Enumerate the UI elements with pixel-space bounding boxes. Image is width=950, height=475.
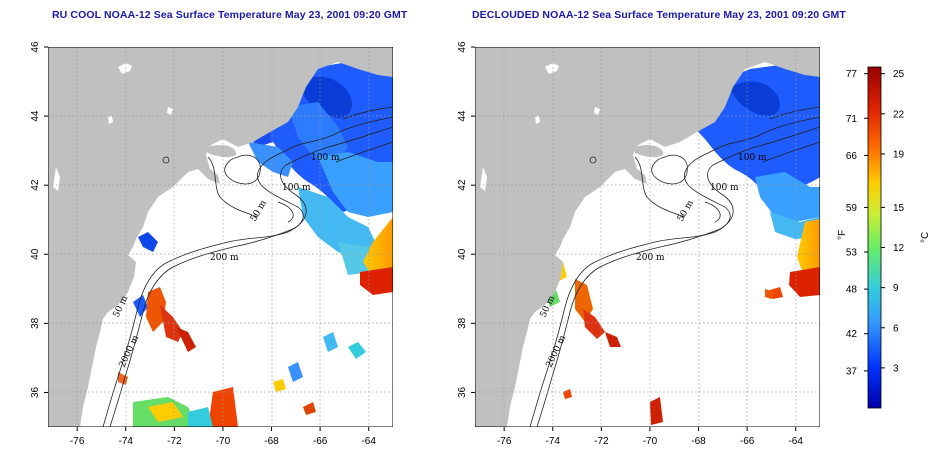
celsius-tick-label: 6 (893, 323, 899, 334)
left-ytick-label: 40 (30, 248, 41, 260)
fahrenheit-tick-label: 71 (846, 114, 858, 125)
left-ytick-label: 36 (30, 386, 41, 398)
celsius-tick-label: 12 (893, 243, 905, 254)
left-map-panel: 100 m 100 m 50 m 200 m 50 m 2000 m (48, 47, 393, 427)
temperature-colorbar: 25 22 19 15 12 9 6 3 77 71 66 59 53 48 42 37 °F °C (837, 66, 931, 409)
right-ytick-label: 36 (457, 386, 468, 398)
celsius-tick-label: 3 (893, 363, 899, 374)
celsius-tick-label: 15 (893, 203, 905, 214)
left-xtick-label: -66 (313, 436, 328, 447)
right-ytick-label: 46 (457, 41, 468, 53)
colorbar-gradient (867, 66, 882, 409)
right-ytick-label: 42 (457, 179, 468, 191)
right-xtick-label: -64 (788, 436, 803, 447)
right-map-panel: 100 m 100 m 50 m 200 m 50 m 2000 m (475, 47, 820, 427)
fahrenheit-tick-label: 42 (846, 329, 858, 340)
right-ytick-label: 44 (457, 110, 468, 122)
right-xtick-label: -70 (643, 436, 658, 447)
left-map-title: RU COOL NOAA-12 Sea Surface Temperature … (52, 9, 408, 21)
right-xtick-label: -66 (740, 436, 755, 447)
left-ytick-label: 44 (30, 110, 41, 122)
left-xtick-label: -68 (264, 436, 279, 447)
right-map-title: DECLOUDED NOAA-12 Sea Surface Temperatur… (472, 9, 846, 21)
left-label-100m: 100 m (282, 183, 311, 193)
celsius-tick-label: 22 (893, 109, 905, 120)
left-xtick-label: -76 (70, 436, 85, 447)
celsius-tick-label: 9 (893, 283, 899, 294)
right-ytick-label: 40 (457, 248, 468, 260)
celsius-label: °C (920, 232, 931, 243)
right-label-100m: 100 m (710, 183, 739, 193)
fahrenheit-tick-label: 37 (846, 366, 858, 377)
left-xtick-label: -64 (361, 436, 376, 447)
fahrenheit-tick-label: 48 (846, 285, 858, 296)
left-ytick-label: 42 (30, 179, 41, 191)
left-ytick-label: 46 (30, 41, 41, 53)
fahrenheit-tick-label: 66 (846, 151, 858, 162)
celsius-tick-label: 25 (893, 69, 905, 80)
right-xtick-label: -72 (594, 436, 609, 447)
right-xtick-label: -74 (546, 436, 561, 447)
fahrenheit-label: °F (837, 230, 848, 240)
left-label-100m-north: 100 m (311, 153, 340, 163)
right-ytick-label: 38 (457, 317, 468, 329)
left-label-200m: 200 m (210, 253, 239, 263)
left-ytick-label: 38 (30, 317, 41, 329)
right-xtick-label: -76 (497, 436, 512, 447)
left-xtick-label: -70 (216, 436, 231, 447)
celsius-tick-label: 19 (893, 149, 905, 160)
fahrenheit-tick-label: 59 (846, 203, 858, 214)
left-xtick-label: -74 (119, 436, 134, 447)
fahrenheit-tick-label: 53 (846, 247, 858, 258)
right-label-100m-north: 100 m (738, 153, 767, 163)
right-xtick-label: -68 (691, 436, 706, 447)
right-label-200m: 200 m (636, 253, 665, 263)
fahrenheit-tick-label: 77 (846, 69, 858, 80)
left-map-axes: -76 -74 -72 -70 -68 -66 -64 36 38 40 42 44 46 (30, 41, 376, 447)
right-map-axes: -76 -74 -72 -70 -68 -66 -64 36 38 40 42 44 46 (457, 41, 803, 447)
left-xtick-label: -72 (167, 436, 182, 447)
